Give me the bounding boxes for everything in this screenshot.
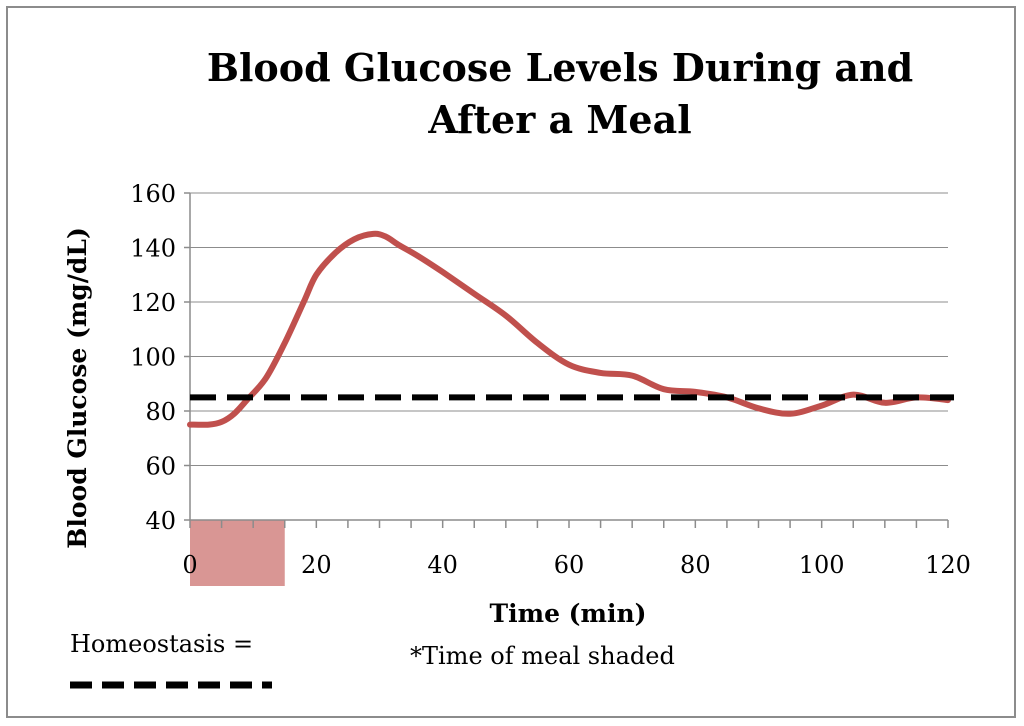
axes (184, 192, 949, 528)
y-tick-label-60: 60 (145, 453, 176, 481)
chart-frame (6, 6, 1016, 718)
y-axis-title: Blood Glucose (mg/dL) (63, 227, 92, 549)
x-tick-label-120: 120 (925, 551, 971, 579)
meal-shaded-note: *Time of meal shaded (410, 642, 675, 670)
x-tick-label-40: 40 (427, 551, 458, 579)
series-line-0 (187, 230, 951, 428)
y-tick-labels: 40 60 80 100 120 140 160 (130, 180, 176, 535)
y-tick-label-160: 160 (130, 180, 176, 208)
x-tick-label-20: 20 (301, 551, 332, 579)
x-tick-label-0: 0 (182, 551, 197, 579)
chart-title: Blood Glucose Levels During and After a … (206, 45, 914, 142)
meal-shaded-region (190, 520, 285, 586)
grid-lines (190, 192, 948, 521)
y-tick-label-40: 40 (145, 507, 176, 535)
y-tick-label-100: 100 (130, 344, 176, 372)
y-tick-label-80: 80 (145, 398, 176, 426)
x-tick-labels: 0 20 40 60 80 100 120 (182, 551, 971, 579)
x-tick-label-60: 60 (554, 551, 585, 579)
y-tick-label-120: 120 (130, 289, 176, 317)
meal-shaded-region-group (190, 520, 285, 586)
legend-homeostasis-label: Homeostasis = (70, 630, 253, 658)
x-axis-title: Time (min) (490, 599, 647, 628)
x-tick-label-100: 100 (799, 551, 845, 579)
y-tick-label-140: 140 (130, 235, 176, 263)
x-tick-label-80: 80 (680, 551, 711, 579)
